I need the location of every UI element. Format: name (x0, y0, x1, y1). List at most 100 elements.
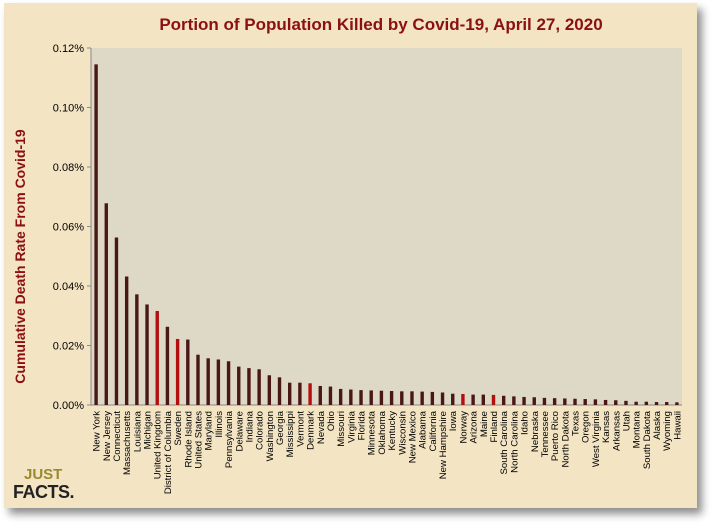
bar (512, 396, 516, 405)
bar (552, 398, 557, 405)
bar (420, 391, 424, 405)
x-tick-label: Maine (479, 411, 490, 437)
bar (389, 391, 394, 405)
bar (369, 390, 373, 405)
bar (247, 368, 251, 405)
bar (603, 399, 608, 405)
x-tick-label: New Hampshire (438, 411, 449, 479)
bar (359, 390, 363, 405)
x-tick-label: California (428, 410, 439, 451)
bar (155, 310, 159, 405)
x-tick-label: Norway (458, 411, 469, 444)
bar (451, 393, 455, 405)
x-tick-label: Kansas (601, 411, 612, 443)
bar (644, 401, 649, 405)
bar (328, 386, 333, 405)
bar (481, 394, 486, 405)
y-tick-label: 0.08% (53, 162, 84, 174)
x-tick-label: Colorado (255, 411, 266, 450)
x-tick-label: Oklahoma (377, 410, 388, 454)
x-tick-label: Puerto Rico (550, 411, 561, 461)
x-tick-label: New Mexico (407, 411, 418, 463)
bar (410, 391, 414, 405)
y-tick-label: 0.02% (53, 341, 84, 353)
y-axis-label: Cumulative Death Rate From Covid-19 (12, 129, 28, 384)
x-tick-label: North Dakota (560, 410, 571, 467)
bar (563, 398, 567, 405)
x-tick-label: Indiana (244, 410, 255, 442)
x-tick-label: Illinois (214, 411, 225, 438)
just-facts-logo: JUST FACTS. (11, 466, 75, 508)
x-tick-label: Florida (357, 410, 368, 440)
x-tick-label: Oregon (581, 411, 592, 443)
bar (267, 375, 272, 405)
logo-line2: FACTS. (13, 482, 75, 502)
x-tick-label: Arkansas (611, 411, 622, 451)
x-tick-label: Nebraska (530, 410, 541, 452)
bar (318, 385, 322, 405)
x-tick-label: Rhode Island (183, 411, 194, 468)
bar (298, 382, 302, 405)
bar (124, 276, 129, 405)
x-tick-label: Kentucky (387, 411, 398, 451)
x-tick-label: Minnesota (367, 410, 378, 455)
bar (145, 304, 149, 405)
x-tick-label: Utah (621, 411, 632, 431)
x-tick-label: Idaho (520, 411, 531, 435)
bar (501, 395, 506, 405)
bar (573, 398, 577, 405)
bar (634, 401, 638, 405)
x-tick-label: Massachusetts (122, 411, 133, 475)
x-tick-label: New Jersey (102, 411, 113, 461)
x-tick-label: District of Columbia (163, 410, 174, 494)
x-tick-label: New York (92, 411, 103, 452)
bar (206, 358, 210, 405)
x-tick-label: Virginia (346, 410, 357, 442)
x-tick-label: Mississippi (285, 411, 296, 457)
bar (522, 396, 526, 405)
logo-line1: JUST (24, 466, 63, 483)
x-tick-label: Montana (632, 410, 643, 448)
bar (104, 203, 108, 405)
x-tick-label: Maryland (204, 411, 215, 450)
x-tick-label: Iowa (448, 410, 459, 431)
x-tick-label: Tennessee (540, 411, 551, 457)
x-tick-label: Alabama (418, 410, 429, 449)
bar (440, 392, 445, 405)
x-tick-label: Washington (265, 411, 276, 461)
y-tick-label: 0.06% (53, 222, 84, 234)
bar (287, 382, 292, 405)
bar (257, 369, 261, 405)
x-tick-label: Alaska (652, 410, 663, 439)
x-tick-label: Wyoming (662, 411, 673, 451)
x-tick-label: South Dakota (642, 410, 653, 469)
bar (400, 391, 404, 405)
bar (114, 237, 119, 405)
plot-area (91, 48, 682, 405)
x-tick-label: Sweden (173, 411, 184, 446)
x-tick-label: West Virginia (591, 410, 602, 467)
bar (532, 397, 536, 405)
y-tick-label: 0.12% (53, 43, 84, 55)
bar (237, 366, 241, 405)
x-tick-label: Finland (489, 411, 500, 442)
bar (196, 354, 200, 405)
x-tick-label: South Carolina (499, 410, 510, 474)
x-tick-label: Connecticut (112, 411, 123, 462)
x-tick-label: Georgia (275, 410, 286, 445)
bar (338, 388, 343, 405)
x-tick-label: Vermont (295, 411, 306, 447)
y-tick-label: 0.10% (53, 103, 84, 115)
y-tick-label: 0.00% (53, 400, 84, 412)
x-tick-label: Texas (571, 411, 582, 436)
bar (94, 64, 98, 406)
bar (430, 391, 435, 405)
x-tick-label: United States (193, 411, 204, 469)
bar (175, 338, 180, 405)
bar (186, 339, 190, 405)
bar (226, 361, 231, 405)
x-tick-label: Hawaii (672, 411, 683, 440)
y-tick-label: 0.04% (53, 281, 84, 293)
bar (654, 402, 659, 405)
bar (583, 399, 587, 405)
